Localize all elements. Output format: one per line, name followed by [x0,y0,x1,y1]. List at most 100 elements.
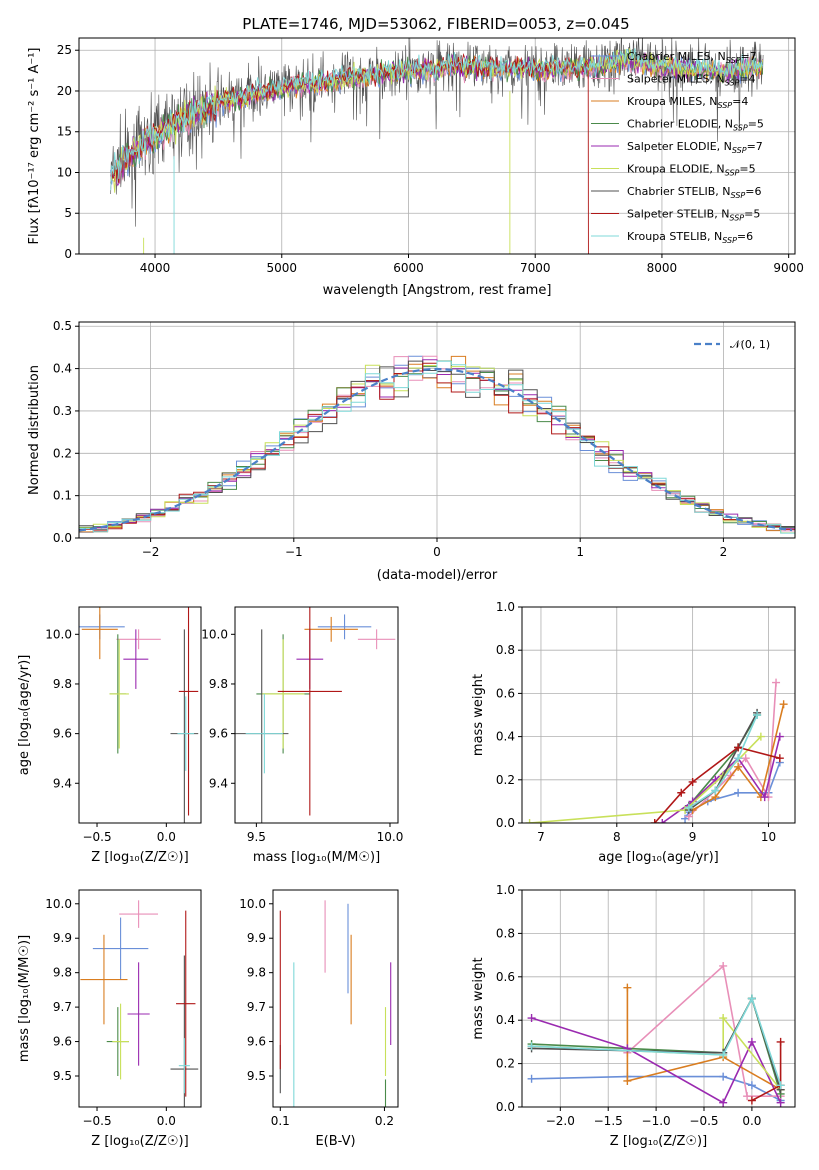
weight-vs-age-xtick-label: 7 [537,830,545,844]
weight-vs-age-marker [688,777,697,786]
weight-vs-age-xlabel: age [log₁₀(age/yr)] [598,850,719,865]
weight-vs-age-axes-frame [521,606,796,824]
weight-vs-age-marker [684,803,693,812]
legend-entry-value: =7 [747,140,763,153]
legend-entry: 𝒩(0, 1) [730,338,770,351]
weight-vs-age-marker [753,711,762,719]
age-vs-mass-errorbar [304,616,358,642]
weight-vs-Z-marker [747,994,756,1003]
legend-entry: Kroupa ELODIE, NSSP=5 [627,163,756,178]
normal-reference-curve [79,367,793,532]
mass-vs-Z-xtick-label: 0.0 [157,1114,176,1128]
spectrum-xlabel: wavelength [Angstrom, rest frame] [323,283,552,298]
weight-vs-Z-plot-area [527,961,785,1107]
legend-entry-text: Kroupa MILES, N [627,95,717,108]
weight-vs-age-ytick-label: 0.6 [496,686,515,700]
weight-vs-Z-axes-frame [521,889,796,1108]
spectrum-axes-frame [78,37,796,255]
weight-vs-age-series [650,743,784,823]
weight-vs-age-plot-area [525,678,788,823]
spectrum-plot-area [110,38,764,254]
age-vs-Z-ytick-label: 9.8 [53,677,72,691]
mass-vs-Z-errorbar [92,917,149,980]
weight-vs-Z-xtick-label: 0.0 [742,1114,761,1128]
weight-vs-Z-ytick-label: 0.8 [496,926,515,940]
mass-vs-Z-plot-area [80,900,199,1107]
age-vs-Z-panel: −0.5 0.0 9.4 9.6 9.8 10.0 Z [log₁₀(Z/Z☉)] age [… [17,606,202,865]
mass-vs-Z-ytick-label: 9.9 [53,931,72,945]
mass-vs-EBV-plot-area [279,900,392,1107]
weight-vs-Z-marker [776,1037,785,1046]
spectrum-ytick-label: 0 [64,247,72,261]
age-vs-Z-xtick-label: −0.5 [82,830,111,844]
age-vs-Z-ytick-label: 9.6 [53,727,72,741]
legend-entry-text: Salpeter STELIB, N [627,208,729,221]
age-vs-Z-errorbar [109,639,129,749]
mass-vs-Z-panel: −0.5 0.0 9.5 9.6 9.7 9.8 9.9 10.0 Z [log₁₀(Z/Z☉)… [17,889,202,1149]
age-vs-mass-errorbar [357,629,396,650]
mass-vs-EBV-axes-frame [272,889,399,1108]
weight-vs-age-marker [775,754,784,763]
figure-title: PLATE=1746, MJD=53062, FIBERID=0053, z=0… [242,15,629,33]
weight-vs-Z-marker [719,1072,728,1081]
weight-vs-age-marker [772,678,781,687]
age-vs-Z-errorbar [116,629,161,650]
age-vs-Z-errorbar [178,607,199,816]
weight-vs-age-ylabel: mass weight [471,674,486,756]
weight-vs-age-marker [734,754,743,763]
spectrum-xtick-label: 6000 [393,261,424,275]
weight-vs-age-marker [525,819,534,823]
mass-vs-Z-errorbar [127,962,150,1066]
legend-entry-subscript: SSP [729,214,744,223]
weight-vs-age-marker [650,819,659,823]
weight-vs-age-series-line [529,736,762,823]
age-vs-Z-ytick-label: 9.4 [53,776,72,790]
spectrum-ytick-label: 15 [57,125,72,139]
spectrum-ytick-label: 5 [64,206,72,220]
mass-vs-Z-ytick-label: 9.5 [53,1069,72,1083]
mass-vs-Z-errorbar [112,1003,129,1080]
mass-vs-EBV-xlabel: E(B-V) [315,1134,355,1149]
legend-entry-value: =6 [737,230,753,243]
legend-entry-subscript: SSP [731,191,746,200]
weight-vs-Z-series-line [531,996,782,1086]
residuals-panel: −2 −1 0 1 2 0.0 0.1 0.2 0.3 0.4 0.5 (data-model)/er… [27,319,796,583]
weight-vs-age-series-line [688,712,758,811]
spectrum-panel: 4000 5000 6000 7000 8000 9000 0 5 10 15 20 25 wavele… [27,37,804,298]
mass-vs-Z-errorbar [119,900,159,928]
spectrum-ytick-label: 20 [57,84,72,98]
spectrum-xtick-label: 5000 [266,261,297,275]
age-vs-Z-xtick-label: 0.0 [157,830,176,844]
residuals-ytick-label: 0.3 [53,404,72,418]
residuals-ytick-label: 0.0 [53,531,72,545]
spectrum-line [110,48,764,254]
weight-vs-Z-marker [747,1081,756,1090]
mass-vs-Z-axes-frame [78,889,202,1108]
legend-entry-subscript: SSP [725,79,740,88]
legend-entry: Kroupa STELIB, NSSP=6 [627,230,753,245]
weight-vs-Z-marker [776,1081,785,1090]
mass-vs-EBV-ytick-label: 10.0 [239,897,266,911]
weight-vs-Z-series-line [626,987,781,1091]
weight-vs-age-marker [734,762,743,771]
residuals-plot-area [79,355,795,534]
legend-entry-value: =4 [739,73,755,86]
legend-entry-text: Kroupa STELIB, N [627,230,722,243]
mass-vs-EBV-ytick-label: 9.7 [247,1000,266,1014]
weight-vs-Z-marker [527,1074,536,1083]
age-vs-Z-plot-area [79,607,199,823]
weight-vs-Z-series [527,994,785,1090]
weight-vs-age-xtick-label: 10 [761,830,776,844]
weight-vs-age-ytick-label: 0.0 [496,816,515,830]
age-vs-mass-errorbar [317,614,372,640]
age-vs-Z-ytick-label: 10.0 [45,627,72,641]
weight-vs-Z-marker [747,1037,756,1046]
weight-vs-Z-marker [623,1076,632,1085]
weight-vs-Z-marker [527,1014,536,1023]
age-vs-Z-errorbar [81,607,118,660]
legend-entry-subscript: SSP [733,124,748,133]
age-vs-mass-errorbar [277,607,342,816]
weight-vs-age-ytick-label: 0.8 [496,643,515,657]
